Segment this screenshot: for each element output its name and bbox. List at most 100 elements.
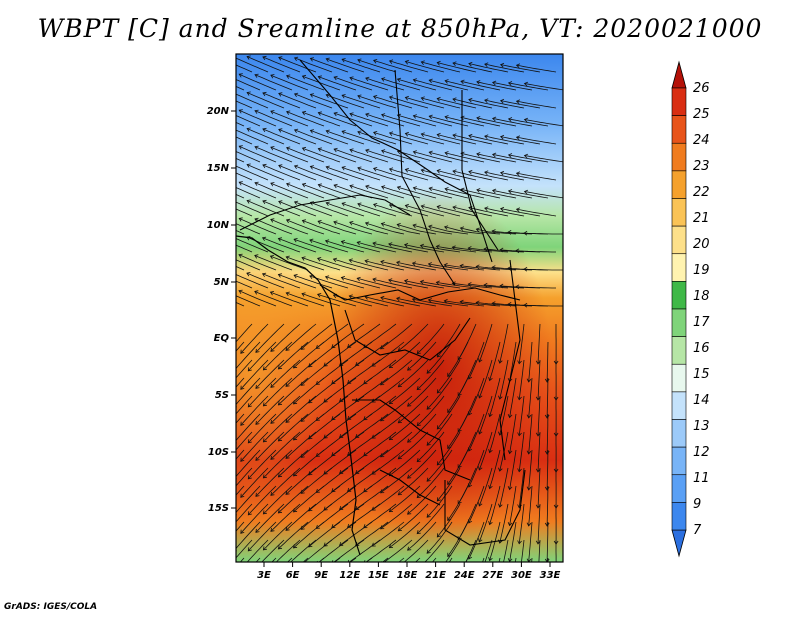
streamline-arrow [277,473,283,478]
streamline [263,377,293,407]
streamline [349,185,389,199]
streamline-arrow [317,257,322,262]
streamline-arrow [459,226,465,231]
streamline [371,413,405,439]
streamline-arrow [246,163,251,168]
streamline-arrow [523,117,529,123]
streamline-arrow [515,248,520,254]
streamline [270,182,309,199]
streamline-arrow [426,369,431,374]
colorbar-swatch [671,502,687,531]
streamline [236,485,261,514]
streamline [508,82,549,91]
streamline-arrow [544,414,550,419]
streamline-arrow [460,151,465,157]
streamline-arrow [349,184,354,189]
streamline [396,261,437,271]
longitude-label: 18E [397,570,418,581]
streamline-arrow [407,546,412,551]
streamline [316,431,349,457]
streamline-arrow [246,91,251,96]
streamline-arrow [270,347,275,352]
streamline-arrow [388,364,394,369]
streamline-arrow [293,92,299,98]
streamline [518,467,525,508]
streamline [460,80,501,91]
streamline-arrow [412,150,417,155]
streamline-arrow [271,39,275,43]
streamline-arrow [366,41,370,45]
streamline [363,323,397,349]
streamline [318,539,349,562]
streamline [236,100,253,109]
streamline-arrow [292,508,298,513]
streamline [404,244,445,253]
streamline [388,243,429,253]
streamline-arrow [373,95,378,100]
streamline [317,220,357,235]
streamline [300,323,333,350]
streamline-arrow [477,45,480,49]
streamline-arrow [216,199,220,203]
streamline-arrow [285,291,290,297]
streamline-arrow [444,115,449,120]
streamline [294,129,333,145]
streamline-arrow [407,474,412,479]
streamline [421,169,461,181]
streamline [452,134,493,145]
longitude-label: 27E [482,570,503,581]
streamline [236,93,269,109]
streamline-arrow [515,63,521,68]
streamline [236,521,245,532]
streamline-arrow [426,513,431,518]
streamline-arrow [515,171,521,176]
streamline [255,503,285,533]
latitude-axis: 20N 15N 10N 5N EQ 5S 10S 15S [207,106,236,514]
streamline-arrow [381,77,386,82]
colorbar-swatch [671,446,687,476]
streamline-arrow [262,402,267,407]
streamline [263,485,293,515]
streamline [357,277,397,289]
streamline [489,485,501,525]
streamline [452,246,493,253]
streamline [236,64,253,73]
streamline [236,71,237,72]
streamline-arrow [277,545,283,550]
streamline-arrow [412,78,417,83]
streamline-arrow [372,277,377,283]
streamline [499,467,509,508]
colorbar: 7 9 11 12 13 14 15 16 17 18 19 20 21 22 23 24 25 26 [671,60,710,558]
streamline-arrow [317,220,322,225]
streamline-arrow [293,200,299,206]
streamline-arrow [261,236,267,242]
streamline-arrow [443,262,448,268]
streamline [349,77,389,91]
streamline [261,539,285,562]
streamline [397,150,437,163]
streamline-arrow [315,380,320,385]
streamline-arrow [403,243,409,248]
streamline [293,238,333,253]
streamline [323,377,357,403]
streamline-arrow [517,360,522,365]
streamline-arrow [404,95,410,101]
streamline [236,194,245,199]
streamline [537,503,541,544]
streamline-arrow [309,165,314,170]
streamline-arrow [340,240,346,245]
streamline [270,74,309,91]
streamline-arrow [293,274,298,279]
streamline-arrow [226,351,230,355]
streamline [263,341,293,371]
streamline-arrow [339,541,344,546]
streamline-arrow [507,302,512,307]
streamline-arrow [484,170,489,175]
streamline-arrow [475,264,480,270]
streamline-arrow [223,37,227,41]
streamline [238,254,277,271]
streamline [476,189,517,199]
streamline-arrow [238,253,243,259]
streamline-arrow [526,522,532,527]
streamline [537,359,541,400]
